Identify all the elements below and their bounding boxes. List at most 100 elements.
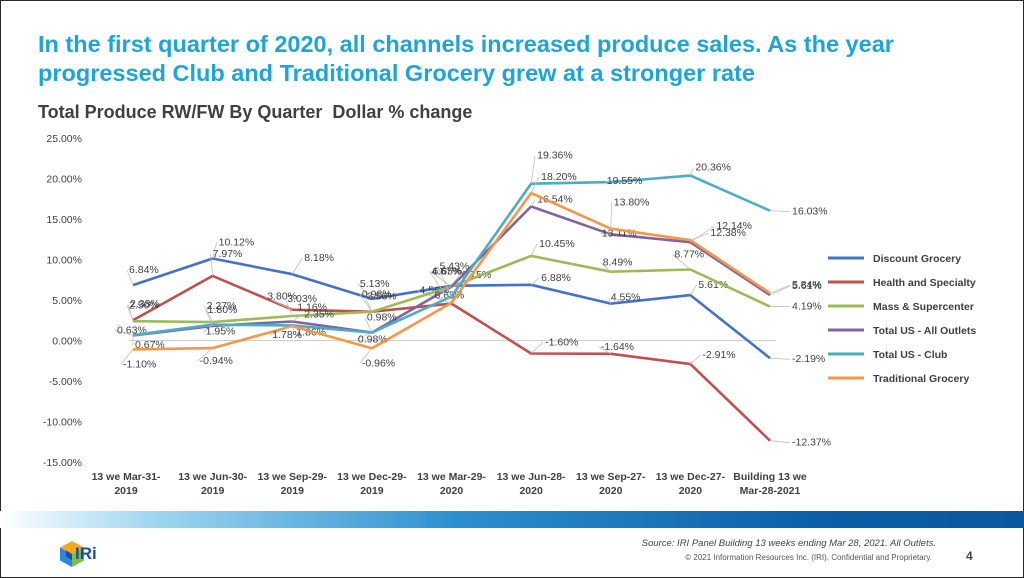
data-label-leader bbox=[530, 243, 538, 257]
data-label-leader bbox=[769, 210, 791, 213]
data-label-leader bbox=[127, 304, 134, 322]
data-label: 8.18% bbox=[304, 252, 334, 264]
data-label: 2.50% bbox=[129, 299, 159, 311]
data-label-leader bbox=[212, 242, 218, 259]
x-tick-label: 2019 bbox=[360, 485, 384, 497]
y-tick-label: -10.00% bbox=[43, 417, 82, 429]
data-label: -12.37% bbox=[792, 437, 831, 449]
legend-label: Traditional Grocery bbox=[873, 373, 969, 385]
x-tick-label: Mar-28-2021 bbox=[740, 485, 801, 497]
data-label: 6.65% bbox=[433, 266, 463, 278]
data-label-leader bbox=[599, 232, 611, 235]
x-tick-label: 2020 bbox=[440, 485, 464, 497]
x-tick-label: 2019 bbox=[201, 485, 225, 497]
y-tick-label: 10.00% bbox=[46, 255, 82, 267]
data-label-leader bbox=[126, 269, 134, 286]
data-label: 10.45% bbox=[539, 238, 575, 250]
data-label-leader bbox=[437, 266, 452, 297]
data-label-leader bbox=[203, 324, 213, 333]
data-label: 8.49% bbox=[603, 257, 633, 269]
data-label: 0.98% bbox=[367, 312, 397, 324]
data-label-leader bbox=[769, 285, 791, 296]
data-label-leader bbox=[690, 232, 709, 241]
data-label: 18.20% bbox=[541, 171, 577, 183]
data-label-leader bbox=[210, 253, 214, 276]
data-label: 4.55% bbox=[611, 292, 641, 304]
data-label: -2.91% bbox=[702, 349, 735, 361]
legend-label: Discount Grocery bbox=[873, 253, 961, 265]
data-label-leader bbox=[608, 297, 612, 304]
data-label-leader bbox=[291, 258, 303, 275]
data-label: -0.96% bbox=[362, 357, 395, 369]
data-label-leader bbox=[769, 357, 791, 360]
data-label-leader bbox=[432, 286, 452, 296]
data-label: 10.12% bbox=[219, 237, 255, 249]
data-label: 0.98% bbox=[358, 334, 388, 346]
y-tick-label: 25.00% bbox=[46, 133, 82, 145]
data-label: 4.67% bbox=[432, 266, 462, 278]
y-tick-label: -15.00% bbox=[43, 457, 82, 469]
data-label: 1.95% bbox=[206, 326, 236, 338]
data-label-leader bbox=[690, 225, 715, 243]
data-label-leader bbox=[604, 180, 611, 183]
data-label-leader bbox=[610, 202, 613, 229]
y-tick-label: 20.00% bbox=[46, 174, 82, 186]
data-label-leader bbox=[265, 296, 293, 311]
data-label-leader bbox=[598, 346, 611, 355]
data-label: 0.98% bbox=[362, 289, 392, 301]
x-tick-label: 2019 bbox=[114, 485, 138, 497]
data-label-leader bbox=[530, 176, 540, 194]
data-label-leader bbox=[364, 296, 373, 312]
data-label-leader bbox=[530, 199, 536, 207]
data-label: 19.36% bbox=[537, 150, 573, 162]
data-label: 12.38% bbox=[710, 227, 746, 239]
x-tick-label: 2020 bbox=[599, 485, 623, 497]
data-label: 16.03% bbox=[792, 206, 828, 218]
legend-label: Total US - Club bbox=[873, 349, 947, 361]
data-label-leader bbox=[355, 332, 373, 340]
source-note: Source: IRI Panel Building 13 weeks endi… bbox=[641, 538, 936, 549]
data-label-leader bbox=[114, 330, 134, 336]
x-tick-label: Building 13 we bbox=[733, 471, 807, 483]
data-label-leader bbox=[530, 155, 536, 184]
data-label: -1.64% bbox=[601, 341, 634, 353]
x-tick-label: 13 we Jun-28- bbox=[497, 471, 566, 483]
data-label: 6.65% bbox=[435, 290, 465, 302]
data-label: 5.13% bbox=[360, 278, 390, 290]
data-label: 7.97% bbox=[213, 248, 243, 260]
data-label-leader bbox=[120, 349, 134, 365]
data-label: 6.84% bbox=[129, 264, 159, 276]
data-label-leader bbox=[292, 314, 303, 322]
data-label: 12.14% bbox=[716, 220, 752, 232]
data-label: 19.55% bbox=[607, 175, 643, 187]
data-label: -1.60% bbox=[545, 336, 578, 348]
data-label-leader bbox=[430, 271, 452, 287]
data-label: 3.03% bbox=[287, 293, 317, 305]
data-label: 8.77% bbox=[674, 248, 704, 260]
logo-text: IRi bbox=[75, 544, 97, 563]
data-label-leader bbox=[600, 262, 612, 273]
data-label-leader bbox=[270, 325, 293, 336]
copyright-note: © 2021 Information Resources Inc. (IRI).… bbox=[685, 553, 932, 562]
data-label-leader bbox=[530, 342, 544, 354]
data-label: 1.78% bbox=[272, 329, 302, 341]
page-number: 4 bbox=[966, 549, 973, 563]
data-label-leader bbox=[769, 284, 791, 294]
data-label: 2.35% bbox=[304, 308, 334, 320]
y-tick-label: 15.00% bbox=[46, 214, 82, 226]
data-label-leader bbox=[359, 348, 373, 364]
data-label-leader bbox=[364, 317, 373, 333]
chart-title: Total Produce RW/FW By Quarter Dollar % … bbox=[38, 102, 473, 122]
data-label-leader bbox=[197, 347, 213, 362]
data-label: 5.84% bbox=[792, 279, 822, 291]
data-label: 1.80% bbox=[208, 304, 238, 316]
data-label-leader bbox=[284, 298, 293, 317]
x-tick-label: 2020 bbox=[679, 485, 703, 497]
x-tick-label: 13 we Mar-29- bbox=[417, 471, 486, 483]
data-label: -1.10% bbox=[123, 358, 156, 370]
x-tick-label: 13 we Sep-27- bbox=[576, 471, 646, 483]
x-tick-label: 13 we Jun-30- bbox=[178, 471, 247, 483]
data-label-leader bbox=[690, 354, 701, 365]
data-label-leader bbox=[690, 167, 694, 176]
data-label: 6.88% bbox=[541, 272, 571, 284]
